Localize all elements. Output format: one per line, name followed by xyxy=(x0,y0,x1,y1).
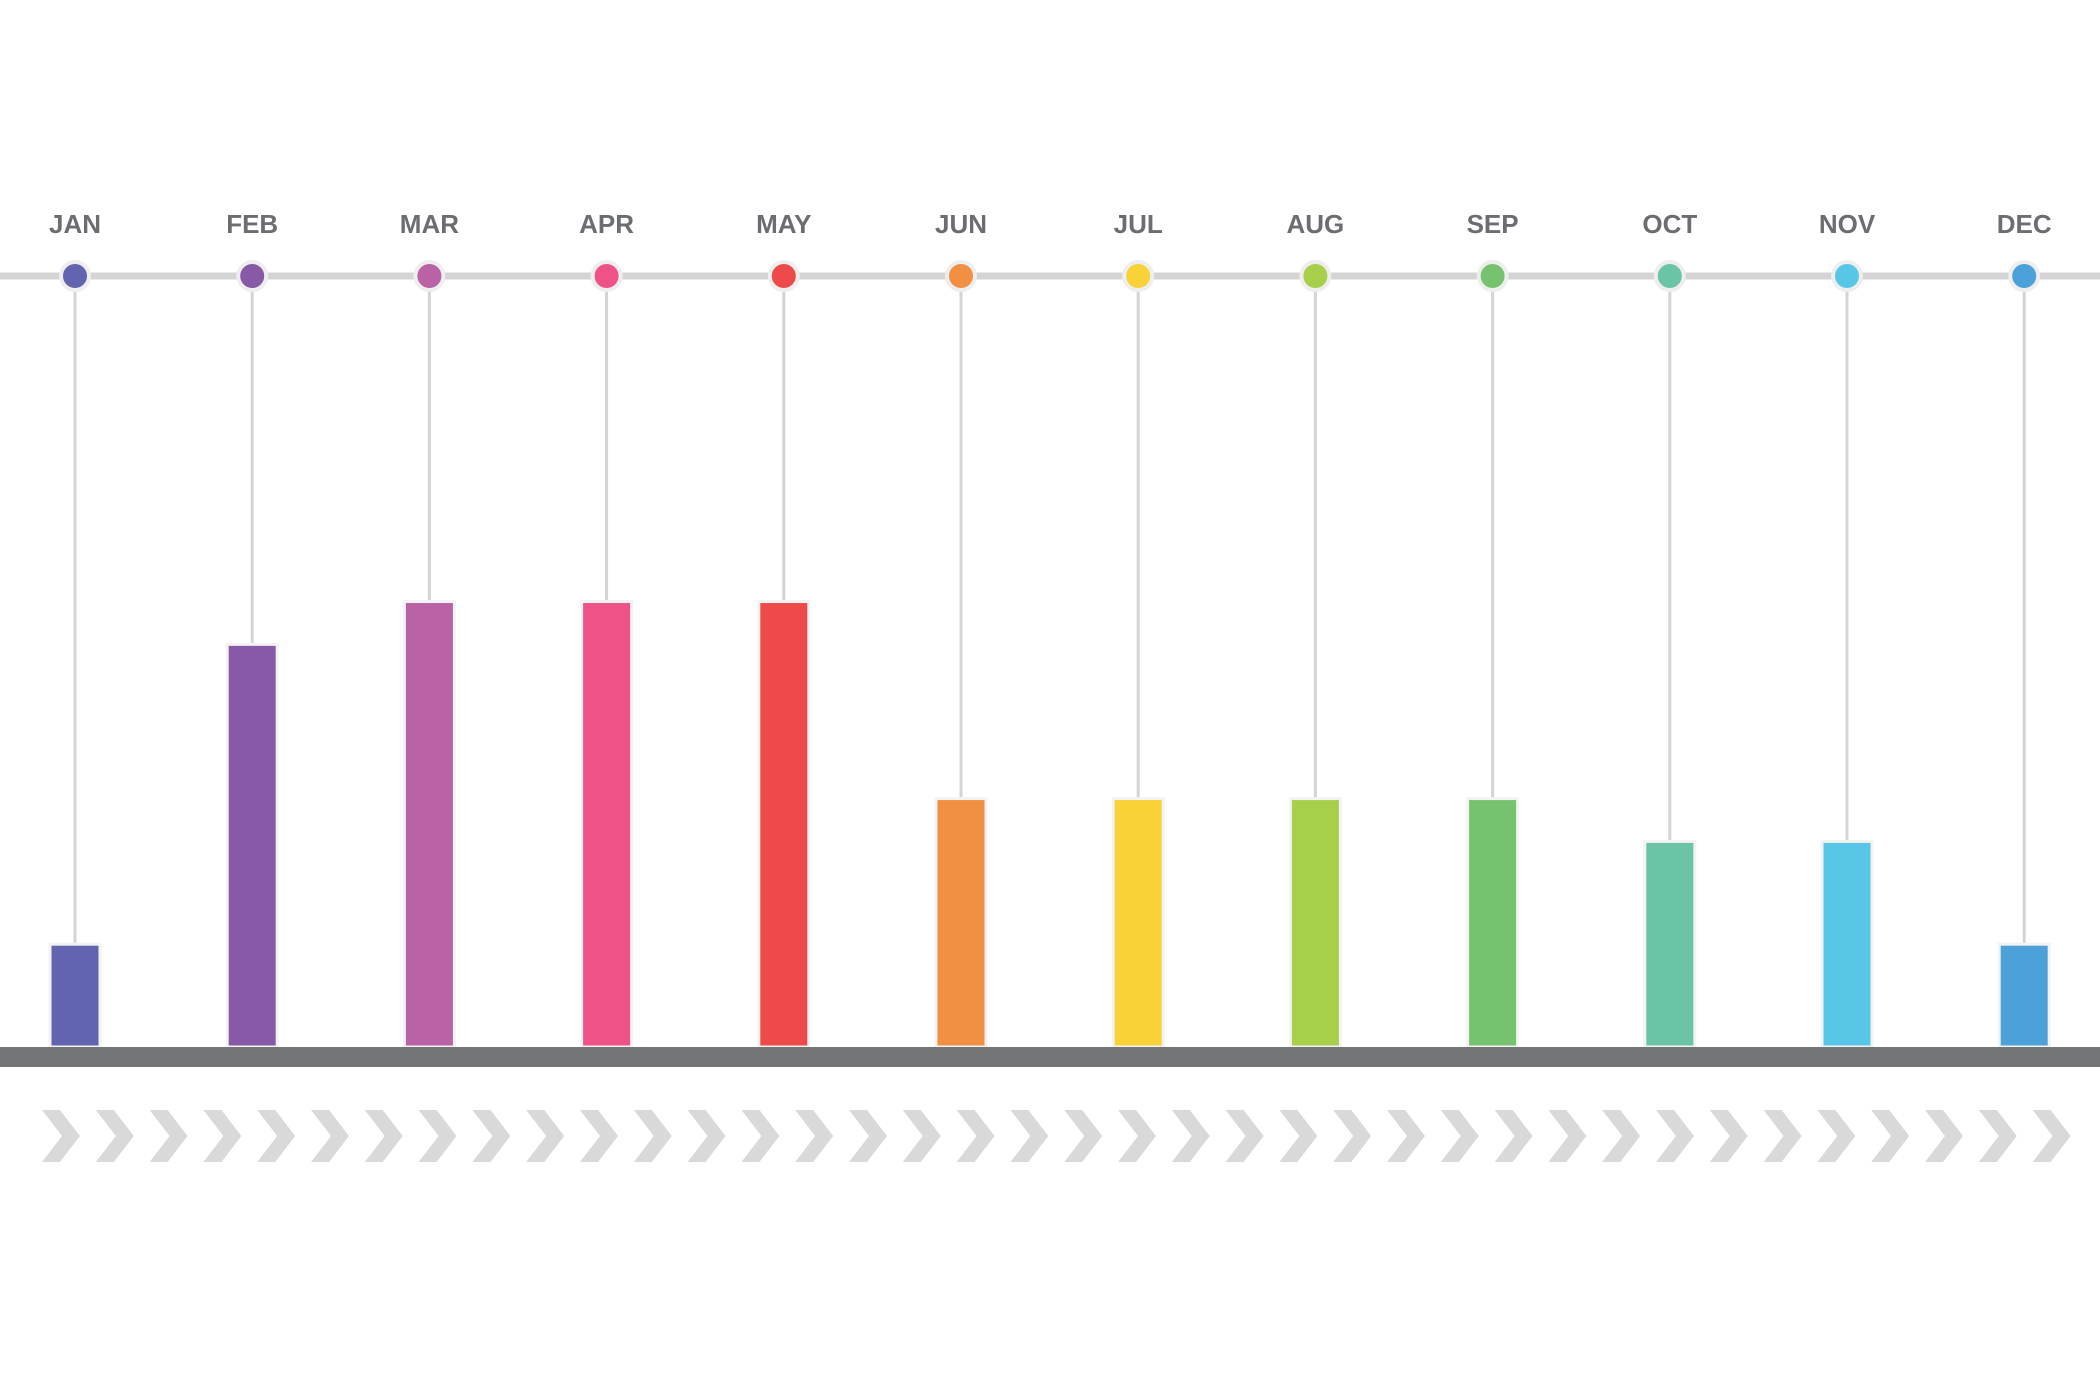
chevron-icon xyxy=(149,1110,188,1162)
dot-sep xyxy=(1476,260,1509,292)
chevron-icon xyxy=(418,1110,457,1162)
chevron-icon xyxy=(580,1110,618,1162)
chevron-icon xyxy=(526,1110,565,1162)
chevron-icon xyxy=(633,1110,672,1162)
chevron-icon xyxy=(1709,1110,1748,1162)
chevron-icon xyxy=(203,1110,242,1162)
chevron-icon xyxy=(1763,1110,1802,1162)
chevron-icon xyxy=(95,1110,134,1162)
dot-apr xyxy=(590,260,623,292)
month-label-dec: DEC xyxy=(1997,209,2052,239)
connector-lines xyxy=(73,276,2026,945)
chevron-icon xyxy=(687,1110,726,1162)
month-label-feb: FEB xyxy=(226,209,278,239)
chevron-icon xyxy=(1440,1110,1479,1162)
chevron-icon xyxy=(1225,1110,1264,1162)
bar-oct xyxy=(1643,839,1697,1049)
bar-aug xyxy=(1288,797,1342,1049)
chevron-icon xyxy=(741,1110,780,1162)
month-label-sep: SEP xyxy=(1467,209,1519,239)
dot-jan xyxy=(59,260,91,292)
dot-jun xyxy=(945,260,977,292)
month-label-apr: APR xyxy=(579,209,634,239)
bar-sep xyxy=(1466,797,1520,1049)
month-label-jul: JUL xyxy=(1114,209,1163,239)
chevron-arrows-decoration xyxy=(42,1110,2071,1162)
month-label-may: MAY xyxy=(756,209,811,239)
month-labels: JAN FEB MAR APR MAY JUN JUL AUG SEP OCT NOV DEC xyxy=(49,209,2052,239)
month-label-oct: OCT xyxy=(1642,209,1697,239)
chevron-icon xyxy=(257,1110,296,1162)
chevron-icon xyxy=(1171,1110,1210,1162)
month-label-nov: NOV xyxy=(1819,209,1876,239)
bar-dec xyxy=(1997,942,2051,1049)
bar-jul xyxy=(1111,797,1165,1049)
month-label-mar: MAR xyxy=(400,209,459,239)
chevron-icon xyxy=(1656,1110,1694,1162)
dot-jul xyxy=(1122,260,1155,292)
chevron-icon xyxy=(1925,1110,1963,1162)
dot-mar xyxy=(413,260,446,292)
chevron-icon xyxy=(1279,1110,1318,1162)
month-label-jan: JAN xyxy=(49,209,101,239)
chevron-icon xyxy=(364,1110,403,1162)
bar-apr xyxy=(580,600,634,1049)
dot-oct xyxy=(1653,260,1686,292)
chevron-icon xyxy=(1871,1110,1910,1162)
chevron-icon xyxy=(42,1110,80,1162)
timeline-dots xyxy=(59,260,2041,292)
chevron-icon xyxy=(1817,1110,1856,1162)
dot-feb xyxy=(236,260,269,292)
chevron-icon xyxy=(1978,1110,2017,1162)
chevron-icon xyxy=(2032,1110,2071,1162)
bar-feb xyxy=(225,642,279,1049)
chevron-icon xyxy=(1118,1110,1156,1162)
chevron-icon xyxy=(1333,1110,1372,1162)
chevron-icon xyxy=(1548,1110,1587,1162)
bar-nov xyxy=(1820,839,1874,1049)
chevron-icon xyxy=(472,1110,511,1162)
month-label-aug: AUG xyxy=(1287,209,1345,239)
bars xyxy=(48,600,2051,1049)
dot-dec xyxy=(2008,260,2041,292)
chevron-icon xyxy=(1387,1110,1425,1162)
chevron-icon xyxy=(956,1110,995,1162)
bar-jan xyxy=(48,942,102,1049)
chevron-icon xyxy=(902,1110,941,1162)
chevron-icon xyxy=(1602,1110,1641,1162)
chevron-icon xyxy=(1010,1110,1049,1162)
chevron-icon xyxy=(1494,1110,1533,1162)
chevron-icon xyxy=(795,1110,834,1162)
bar-may xyxy=(757,600,811,1049)
bar-mar xyxy=(402,600,456,1049)
chart-baseline xyxy=(0,1047,2100,1067)
dot-nov xyxy=(1831,260,1863,292)
chevron-icon xyxy=(849,1110,887,1162)
chevron-icon xyxy=(1064,1110,1103,1162)
month-label-jun: JUN xyxy=(935,209,987,239)
dot-aug xyxy=(1299,260,1332,292)
bar-jun xyxy=(934,797,988,1049)
chevron-icon xyxy=(311,1110,349,1162)
dot-may xyxy=(767,260,800,292)
